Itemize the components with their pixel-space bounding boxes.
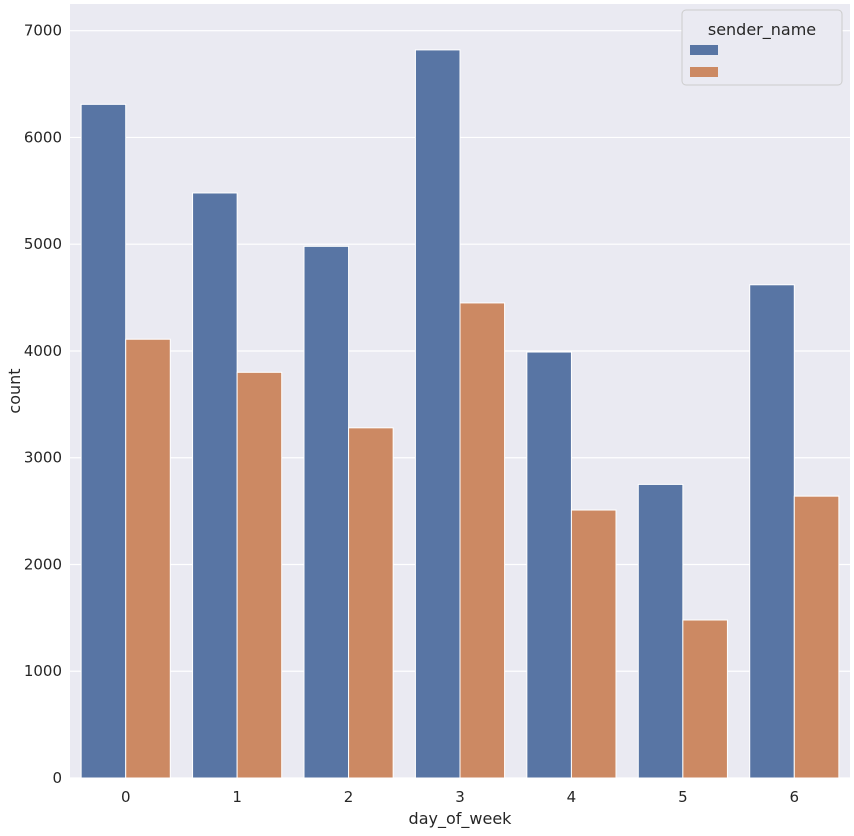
y-axis-ticks: 0 1000 2000 3000 4000 5000 6000 7000 <box>24 22 62 787</box>
x-axis-ticks: 0 1 2 3 4 5 6 <box>121 788 799 806</box>
bar-series-1-cat-4 <box>570 509 617 779</box>
bar-series-0-cat-4 <box>526 351 572 779</box>
bar-series-0-cat-5 <box>637 483 684 779</box>
bars <box>80 49 840 779</box>
bar-series-0-cat-3 <box>414 49 461 779</box>
x-tick-label: 6 <box>790 788 800 806</box>
bar-series-0-cat-6 <box>749 284 795 779</box>
bar-series-1-cat-3 <box>459 302 506 779</box>
legend-swatch <box>690 67 718 77</box>
legend: sender_name <box>681 9 843 86</box>
y-tick-label: 3000 <box>24 449 62 467</box>
y-tick-label: 1000 <box>24 662 62 680</box>
y-tick-label: 0 <box>52 769 62 787</box>
y-tick-label: 6000 <box>24 128 62 146</box>
bar-series-0-cat-0 <box>80 103 127 779</box>
bar-series-1-cat-2 <box>348 427 394 779</box>
bar-series-0-cat-1 <box>192 192 238 779</box>
bar-series-1-cat-0 <box>125 338 171 779</box>
x-tick-label: 2 <box>344 788 354 806</box>
x-tick-label: 5 <box>678 788 688 806</box>
x-tick-label: 4 <box>567 788 577 806</box>
legend-box <box>681 9 843 86</box>
legend-swatch <box>690 45 718 55</box>
y-tick-label: 2000 <box>24 555 62 573</box>
bar-series-1-cat-5 <box>682 619 728 779</box>
bar-series-0-cat-2 <box>303 245 350 779</box>
y-tick-label: 5000 <box>24 235 62 253</box>
y-tick-label: 7000 <box>24 22 62 40</box>
y-tick-label: 4000 <box>24 342 62 360</box>
legend-items <box>690 45 718 77</box>
bar-series-1-cat-6 <box>793 495 840 779</box>
y-axis-label: count <box>5 368 24 413</box>
x-tick-label: 0 <box>121 788 131 806</box>
bar-series-1-cat-1 <box>236 371 283 779</box>
x-axis-label: day_of_week <box>409 809 513 829</box>
legend-title: sender_name <box>708 20 816 40</box>
x-tick-label: 3 <box>455 788 465 806</box>
x-tick-label: 1 <box>232 788 242 806</box>
